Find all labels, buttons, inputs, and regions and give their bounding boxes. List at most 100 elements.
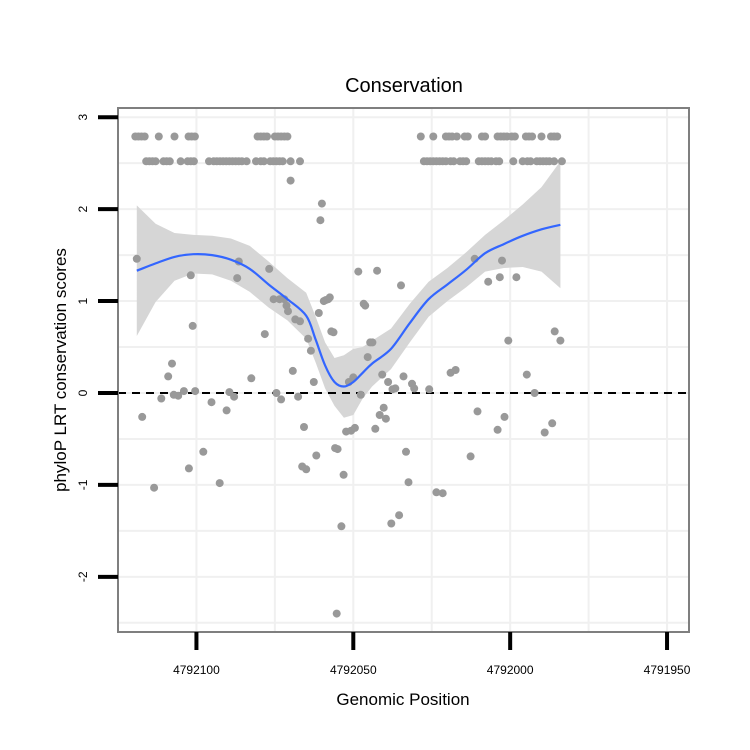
data-point [384, 378, 393, 386]
data-point [498, 256, 506, 265]
data-point [550, 327, 559, 336]
data-point [265, 264, 274, 273]
x-axis: 4792100 4792050 4792000 4791950 [173, 632, 691, 677]
data-point [215, 479, 224, 488]
data-point [269, 295, 278, 304]
y-axis: -2 -1 0 1 2 3 [76, 114, 118, 582]
x-axis-title: Genomic Position [336, 690, 469, 709]
data-point [325, 293, 334, 302]
data-point [191, 387, 200, 396]
data-point [132, 254, 141, 263]
data-point [553, 132, 562, 141]
data-point [296, 157, 304, 166]
data-point [259, 157, 268, 166]
data-point [500, 412, 509, 421]
smooth-curve [136, 223, 561, 388]
panel-border [117, 107, 690, 633]
data-point [168, 359, 176, 368]
data-point [416, 132, 425, 141]
confidence-ribbon [136, 161, 561, 418]
data-point [557, 157, 566, 166]
data-point [296, 317, 304, 326]
y-tick-label: 2 [76, 205, 90, 212]
data-point [350, 423, 359, 432]
data-point [363, 353, 372, 362]
data-point [199, 447, 208, 456]
data-point [286, 157, 295, 166]
data-point [190, 132, 199, 141]
y-tick-label: 1 [76, 297, 90, 304]
data-point [288, 366, 297, 375]
data-point [397, 281, 405, 290]
data-point [451, 366, 460, 374]
data-point [316, 216, 325, 225]
data-point [184, 464, 193, 473]
data-point [510, 132, 519, 141]
data-point [449, 157, 458, 166]
data-point [332, 609, 341, 618]
grid-lines [118, 108, 689, 632]
data-point [188, 321, 197, 330]
data-point [530, 389, 539, 397]
data-point [429, 132, 438, 141]
data-point [306, 346, 315, 355]
data-point [550, 157, 559, 166]
y-tick-label: 3 [76, 114, 90, 121]
data-point [484, 277, 493, 286]
data-point [138, 412, 147, 421]
y-tick-label: 0 [76, 389, 90, 396]
data-point [361, 301, 370, 310]
y-tick-label: -2 [76, 571, 90, 582]
data-point [337, 522, 346, 531]
data-point [410, 384, 419, 393]
data-point [473, 407, 482, 416]
data-point [540, 428, 549, 437]
data-point [399, 372, 408, 381]
data-point [164, 372, 173, 381]
data-point [272, 389, 281, 397]
data-point [230, 392, 239, 401]
data-point [317, 199, 326, 208]
data-point [278, 157, 287, 166]
data-point [548, 419, 557, 428]
data-point [277, 395, 286, 404]
data-point [495, 157, 504, 166]
data-point [309, 378, 318, 386]
data-point [284, 307, 292, 316]
data-point [463, 132, 472, 141]
data-point [300, 423, 308, 431]
data-point [222, 406, 231, 415]
data-point [260, 330, 269, 339]
data-point [294, 392, 303, 401]
data-point [165, 157, 174, 166]
data-point [179, 387, 188, 396]
data-point [526, 157, 535, 166]
y-axis-title: phyloP LRT conservation scores [51, 248, 70, 492]
data-point [371, 424, 380, 433]
data-point [375, 411, 384, 419]
data-point [387, 519, 396, 528]
data-point [304, 334, 313, 343]
data-point [302, 465, 311, 474]
data-point [154, 132, 163, 141]
ribbon-area [136, 161, 561, 418]
data-point [329, 328, 338, 337]
x-tick-label: 4792000 [487, 663, 534, 677]
y-tick-label: -1 [76, 479, 90, 490]
data-point [151, 157, 160, 166]
data-point [537, 132, 546, 141]
data-point [504, 336, 513, 345]
data-point [402, 447, 410, 456]
data-point [354, 267, 363, 276]
data-point [528, 132, 537, 141]
data-point [339, 470, 348, 479]
data-point [174, 391, 183, 400]
smooth-line [136, 223, 561, 388]
data-points [131, 132, 566, 618]
data-point [395, 511, 404, 520]
data-point [312, 451, 321, 460]
data-point [425, 385, 434, 394]
data-point [493, 425, 502, 434]
data-point [381, 414, 390, 423]
